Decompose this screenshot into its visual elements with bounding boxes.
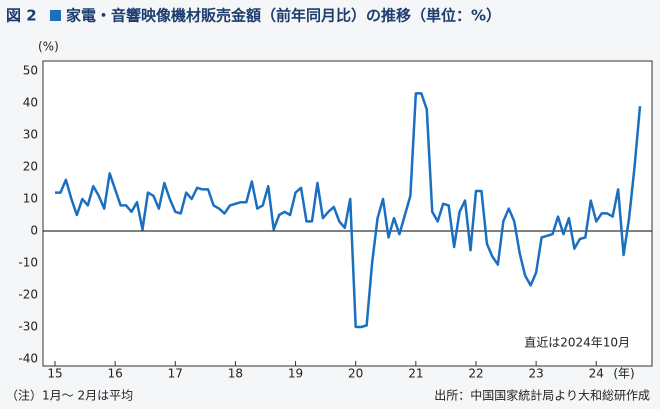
y-tick-label: 20	[23, 160, 38, 174]
x-tick-label: 15	[47, 367, 62, 381]
x-tick-label: 23	[528, 367, 543, 381]
y-tick-label: -10	[18, 256, 38, 270]
x-axis-label: (年)	[613, 367, 634, 381]
line	[55, 92, 642, 329]
figure-label: 図 2	[6, 7, 37, 25]
x-tick-label: 20	[348, 367, 363, 381]
x-tick-label: 24	[589, 367, 604, 381]
source: 出所：中国国家統計局より大和総研作成	[434, 388, 650, 403]
y-tick-label: 10	[23, 192, 38, 206]
x-tick-label: 21	[408, 367, 423, 381]
y-tick-label: -40	[18, 352, 38, 366]
title-square	[50, 10, 61, 21]
annotation: 直近は2024年10月	[524, 336, 630, 350]
x-tick-label: 19	[288, 367, 303, 381]
y-tick-label: -20	[18, 288, 38, 302]
y-tick-label: -30	[18, 320, 38, 334]
chart-title: 家電・音響映像機材販売金額（前年同月比）の推移（単位：%）	[66, 7, 501, 25]
x-tick-label: 18	[228, 367, 243, 381]
y-tick-label: 0	[30, 224, 38, 238]
x-tick-label: 22	[468, 367, 483, 381]
note: （注）1月～ 2月は平均	[6, 388, 133, 403]
y-axis-label: (%)	[38, 40, 59, 54]
y-tick-label: 30	[23, 128, 38, 142]
y-tick-label: 40	[23, 96, 38, 110]
x-tick-label: 16	[107, 367, 122, 381]
y-tick-label: 50	[23, 64, 38, 78]
x-tick-label: 17	[168, 367, 183, 381]
